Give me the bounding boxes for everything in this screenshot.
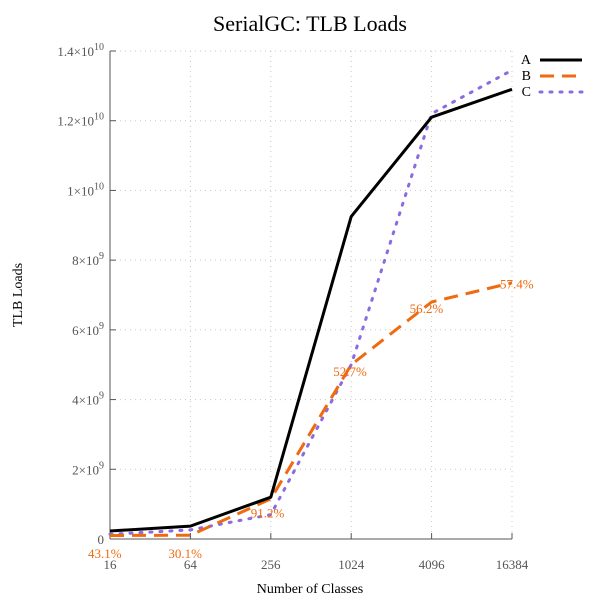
legend: ABC bbox=[521, 53, 584, 100]
x-tick-label: 256 bbox=[261, 557, 281, 572]
y-tick-label: 4×109 bbox=[72, 391, 104, 408]
y-tick-label: 2×109 bbox=[72, 460, 104, 477]
y-tick-exponent: 10 bbox=[94, 42, 104, 53]
y-tick-exponent: 9 bbox=[99, 460, 104, 471]
y-tick-exponent: 9 bbox=[99, 391, 104, 402]
grid-lines bbox=[110, 50, 513, 539]
legend-label-c: C bbox=[522, 85, 531, 100]
x-tick-label: 4096 bbox=[419, 557, 446, 572]
y-tick-exponent: 10 bbox=[94, 112, 104, 123]
x-tick-label: 64 bbox=[184, 557, 198, 572]
y-tick-label: 6×109 bbox=[72, 321, 104, 338]
data-label: 43.1% bbox=[88, 546, 122, 561]
legend-label-b: B bbox=[522, 69, 531, 84]
y-tick-exponent: 9 bbox=[99, 251, 104, 262]
legend-label-a: A bbox=[521, 53, 532, 68]
series-line-c bbox=[108, 68, 514, 536]
series-lines bbox=[108, 68, 514, 537]
data-label: 56.2% bbox=[410, 301, 444, 316]
series-line-b bbox=[109, 281, 513, 537]
y-tick-label: 8×109 bbox=[72, 251, 104, 268]
x-axis-label: Number of Classes bbox=[257, 582, 364, 597]
y-tick-label: 0 bbox=[98, 532, 105, 547]
annotations: 43.1% 30.1% 91.2% 52.7% 56.2% 57.4% bbox=[88, 277, 534, 561]
data-label: 52.7% bbox=[333, 364, 367, 379]
y-axis-label: TLB Loads bbox=[11, 263, 26, 327]
y-tick-exponent: 10 bbox=[94, 181, 104, 192]
chart-title: SerialGC: TLB Loads bbox=[213, 11, 407, 36]
y-tick-exponent: 9 bbox=[99, 321, 104, 332]
y-tick-label: 1.2×1010 bbox=[57, 112, 104, 129]
data-label: 91.2% bbox=[251, 505, 285, 520]
data-label: 30.1% bbox=[168, 546, 202, 561]
x-tick-label: 16 bbox=[104, 557, 118, 572]
axes: 0 2×109 4×109 6×109 8×109 1×1010 1.2×1010 1.4×1… bbox=[57, 42, 528, 572]
x-tick-label: 1024 bbox=[338, 557, 365, 572]
y-tick-label: 1.4×1010 bbox=[57, 42, 104, 59]
x-tick-label: 16384 bbox=[496, 557, 529, 572]
series-line-a bbox=[109, 87, 513, 533]
y-tick-label: 1×1010 bbox=[67, 181, 104, 198]
data-label: 57.4% bbox=[500, 277, 534, 292]
